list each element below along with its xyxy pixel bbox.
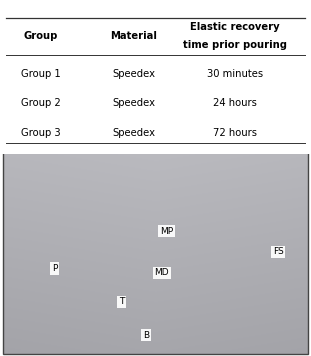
Text: Speedex: Speedex — [112, 98, 155, 109]
Text: 30 minutes: 30 minutes — [207, 69, 263, 79]
Text: Material: Material — [110, 31, 157, 41]
Text: Group 3: Group 3 — [21, 128, 60, 138]
Text: FS: FS — [273, 247, 284, 256]
Text: Speedex: Speedex — [112, 128, 155, 138]
Text: MD: MD — [154, 268, 169, 277]
Text: Group: Group — [23, 31, 58, 41]
Text: 72 hours: 72 hours — [213, 128, 257, 138]
Text: Speedex: Speedex — [112, 69, 155, 79]
Text: B: B — [143, 331, 149, 340]
Text: time prior pouring: time prior pouring — [183, 40, 287, 50]
Text: Group 2: Group 2 — [21, 98, 60, 109]
Text: T: T — [118, 297, 124, 307]
Text: Group 1: Group 1 — [21, 69, 60, 79]
Text: Elastic recovery: Elastic recovery — [190, 22, 280, 32]
Text: MP: MP — [160, 226, 173, 236]
Text: P: P — [52, 264, 57, 273]
Text: 24 hours: 24 hours — [213, 98, 257, 109]
